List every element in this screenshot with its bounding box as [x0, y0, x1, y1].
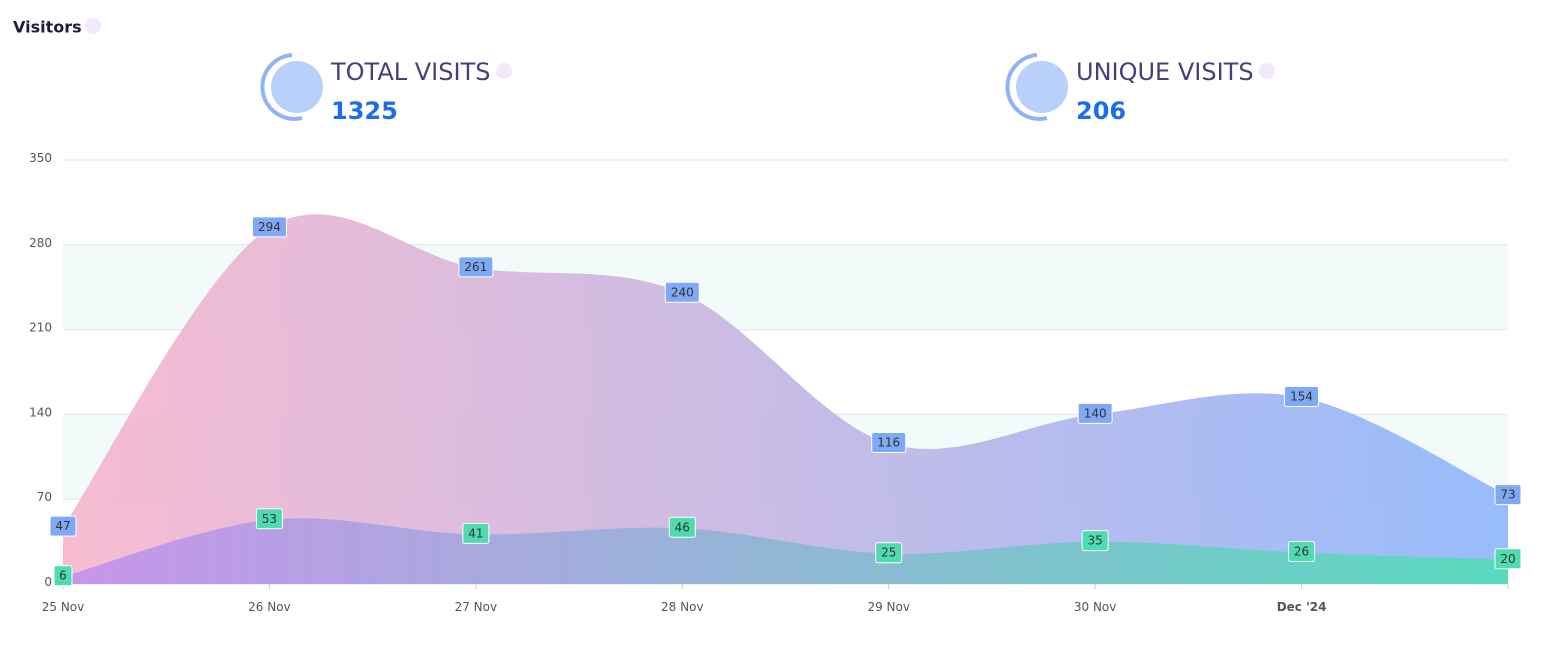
data-label-text: 294: [258, 220, 281, 234]
data-label: 20: [1494, 548, 1522, 570]
data-label-box: [875, 542, 903, 564]
kpi-value: 1325: [331, 97, 398, 125]
y-tick-label: 280: [29, 236, 52, 250]
data-label-text: 154: [1290, 389, 1313, 403]
data-label-text: 25: [881, 546, 896, 560]
kpi-icon: [1016, 61, 1068, 113]
area: [63, 518, 1508, 584]
data-label: 154: [1284, 385, 1320, 407]
kpi-label: UNIQUE VISITS: [1076, 58, 1254, 86]
data-label-box: [49, 515, 77, 537]
kpi-ring: [260, 53, 303, 121]
data-label: 116: [871, 431, 907, 453]
data-label-text: 6: [59, 569, 67, 583]
data-label-box: [871, 431, 907, 453]
data-label-text: 35: [1088, 534, 1103, 548]
data-label-box: [1081, 530, 1109, 552]
data-label-text: 46: [675, 520, 690, 534]
data-label: 41: [462, 522, 490, 544]
data-label-text: 140: [1084, 406, 1107, 420]
data-label: 240: [664, 281, 700, 303]
info-icon[interactable]: [496, 63, 512, 79]
data-label-text: 41: [468, 526, 483, 540]
data-label-box: [458, 256, 494, 278]
data-label-text: 26: [1294, 545, 1309, 559]
x-tick-label: Dec '24: [1277, 600, 1327, 614]
data-label-box: [53, 565, 73, 587]
y-tick-label: 210: [29, 321, 52, 335]
x-tick-label: 28 Nov: [661, 600, 704, 614]
kpi-icon: [271, 61, 323, 113]
data-label: 53: [255, 508, 283, 530]
y-tick-label: 140: [29, 405, 52, 419]
data-label-box: [668, 516, 696, 538]
y-tick-label: 70: [37, 490, 52, 504]
data-label-box: [1494, 548, 1522, 570]
data-label: 46: [668, 516, 696, 538]
kpi-unique: UNIQUE VISITS 206: [1005, 53, 1275, 125]
data-label: 294: [251, 216, 287, 238]
data-label: 73: [1494, 484, 1522, 506]
page-title: Visitors: [13, 18, 82, 37]
info-icon[interactable]: [1259, 63, 1275, 79]
data-label-box: [1077, 402, 1113, 424]
area: [63, 214, 1508, 584]
y-tick-label: 0: [44, 575, 52, 589]
data-label-text: 73: [1500, 488, 1515, 502]
kpi-ring: [1005, 53, 1048, 121]
data-label-text: 116: [877, 435, 900, 449]
kpi-label: TOTAL VISITS: [330, 58, 490, 86]
data-label-text: 53: [262, 512, 277, 526]
data-label-box: [664, 281, 700, 303]
data-label-text: 261: [464, 260, 487, 274]
x-tick-label: 30 Nov: [1074, 600, 1117, 614]
x-tick-label: 29 Nov: [867, 600, 910, 614]
kpi-total: TOTAL VISITS 1325: [260, 53, 512, 125]
data-label-box: [462, 522, 490, 544]
data-label: 47: [49, 515, 77, 537]
kpi-value: 206: [1076, 97, 1126, 125]
x-tick-label: 27 Nov: [455, 600, 498, 614]
data-label: 26: [1288, 541, 1316, 563]
data-label-text: 240: [671, 285, 694, 299]
y-tick-label: 350: [29, 151, 52, 165]
data-label: 25: [875, 542, 903, 564]
data-label-box: [1288, 541, 1316, 563]
info-icon[interactable]: [85, 18, 101, 34]
data-label: 6: [53, 565, 73, 587]
x-tick-label: 26 Nov: [248, 600, 291, 614]
data-label-text: 20: [1500, 552, 1515, 566]
data-label-text: 47: [55, 519, 70, 533]
data-label: 140: [1077, 402, 1113, 424]
data-label-box: [255, 508, 283, 530]
data-label-box: [1284, 385, 1320, 407]
data-label-box: [1494, 484, 1522, 506]
data-label-box: [251, 216, 287, 238]
data-label: 35: [1081, 530, 1109, 552]
data-label: 261: [458, 256, 494, 278]
x-tick-label: 25 Nov: [42, 600, 85, 614]
